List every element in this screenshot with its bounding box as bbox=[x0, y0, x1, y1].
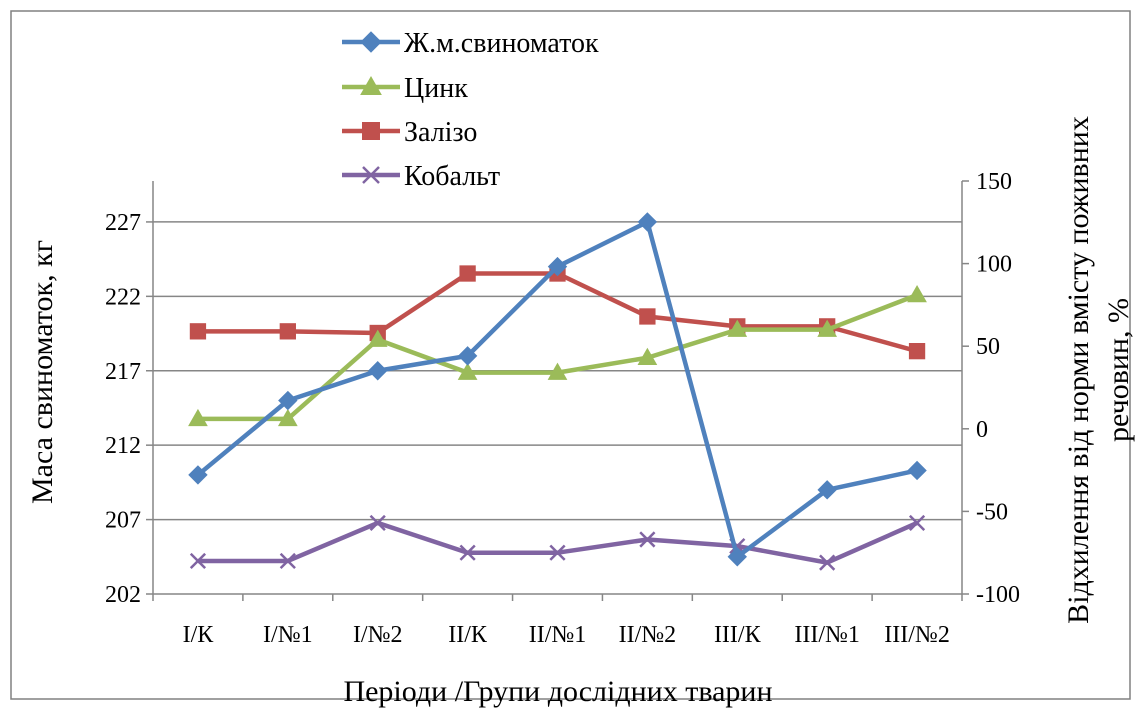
series-4 bbox=[189, 514, 926, 571]
left-tick-label: 207 bbox=[105, 508, 141, 534]
right-tick-label: 50 bbox=[976, 334, 1000, 360]
series-layer bbox=[188, 212, 927, 571]
data-point bbox=[549, 544, 566, 561]
data-point bbox=[907, 460, 927, 481]
grid-lines bbox=[153, 221, 962, 521]
left-axis-ticks: 202 207 212 217 222 227 bbox=[105, 210, 153, 608]
category-label: III/№1 bbox=[794, 622, 860, 648]
legend-item: Залізо bbox=[342, 117, 477, 148]
left-tick-label: 202 bbox=[105, 582, 141, 608]
legend-item: Цинк bbox=[342, 73, 468, 104]
data-point bbox=[907, 284, 927, 303]
legend-label: Цинк bbox=[404, 73, 468, 104]
data-point bbox=[547, 362, 568, 380]
data-point bbox=[279, 552, 296, 570]
legend-item: Кобальт bbox=[342, 161, 500, 192]
data-point bbox=[639, 531, 656, 548]
left-tick-label: 222 bbox=[105, 284, 141, 310]
left-tick-label: 217 bbox=[105, 359, 141, 385]
right-tick-label: -50 bbox=[976, 499, 1008, 525]
right-tick-label: 150 bbox=[976, 169, 1012, 195]
data-point bbox=[547, 256, 568, 277]
left-tick-label: 212 bbox=[105, 433, 141, 459]
data-point bbox=[908, 514, 926, 532]
data-point bbox=[819, 554, 836, 571]
right-tick-label: 0 bbox=[976, 417, 988, 443]
series-1 bbox=[188, 212, 927, 567]
data-point bbox=[362, 122, 380, 140]
data-point bbox=[727, 319, 748, 337]
category-label: I/№2 bbox=[353, 622, 403, 648]
category-labels: I/К I/№1 I/№2 II/К II/№1 II/№2 III/К III/№1 III/… bbox=[183, 622, 950, 648]
data-point bbox=[368, 361, 388, 381]
category-label: III/К bbox=[714, 622, 762, 648]
legend-item: Ж.м.свиноматок bbox=[342, 28, 599, 59]
x-axis-title: Періоди /Групи дослідних тварин bbox=[343, 675, 772, 708]
chart-border bbox=[10, 10, 1131, 700]
legend-label: Залізо bbox=[404, 117, 477, 148]
right-tick-label: -100 bbox=[976, 582, 1020, 608]
data-point bbox=[360, 31, 382, 53]
data-point bbox=[360, 75, 382, 95]
data-point bbox=[727, 547, 747, 567]
y-axis-title: Маса свиноматок, кг bbox=[26, 240, 59, 504]
legend-label: Ж.м.свиноматок bbox=[404, 28, 599, 59]
category-label: III/№2 bbox=[884, 622, 950, 648]
data-point bbox=[457, 362, 478, 380]
data-point bbox=[188, 465, 208, 485]
data-point bbox=[637, 212, 658, 232]
data-point bbox=[367, 329, 388, 347]
y2-axis-title-line2: речовин, % bbox=[1102, 298, 1135, 442]
legend: Ж.м.свиноматок Цинк Залізо Кобальт bbox=[342, 28, 599, 192]
right-axis-ticks: -100 -50 0 50 100 150 bbox=[962, 169, 1020, 608]
data-point bbox=[459, 265, 476, 282]
data-point bbox=[277, 408, 298, 427]
data-point bbox=[278, 390, 298, 411]
category-label: II/№2 bbox=[619, 622, 677, 648]
category-label: II/К bbox=[448, 622, 488, 648]
right-tick-label: 100 bbox=[976, 252, 1012, 278]
data-point bbox=[639, 308, 656, 325]
data-point bbox=[457, 346, 478, 366]
category-label: II/№1 bbox=[529, 622, 587, 648]
data-point bbox=[189, 552, 207, 570]
category-label: I/К bbox=[183, 622, 215, 648]
data-point bbox=[189, 323, 207, 340]
data-point bbox=[279, 323, 296, 340]
data-point bbox=[817, 480, 837, 500]
left-tick-label: 227 bbox=[105, 210, 141, 236]
y2-axis-title-line1: Відхилення від норми вмісту поживних bbox=[1062, 116, 1095, 624]
data-point bbox=[908, 343, 926, 360]
data-point bbox=[459, 544, 476, 561]
data-point bbox=[188, 408, 208, 427]
data-point bbox=[817, 319, 838, 337]
category-label: I/№1 bbox=[263, 622, 313, 648]
legend-label: Кобальт bbox=[404, 161, 500, 192]
data-point bbox=[637, 347, 658, 366]
data-point bbox=[362, 166, 380, 184]
data-point bbox=[369, 514, 386, 532]
axes bbox=[152, 181, 963, 601]
